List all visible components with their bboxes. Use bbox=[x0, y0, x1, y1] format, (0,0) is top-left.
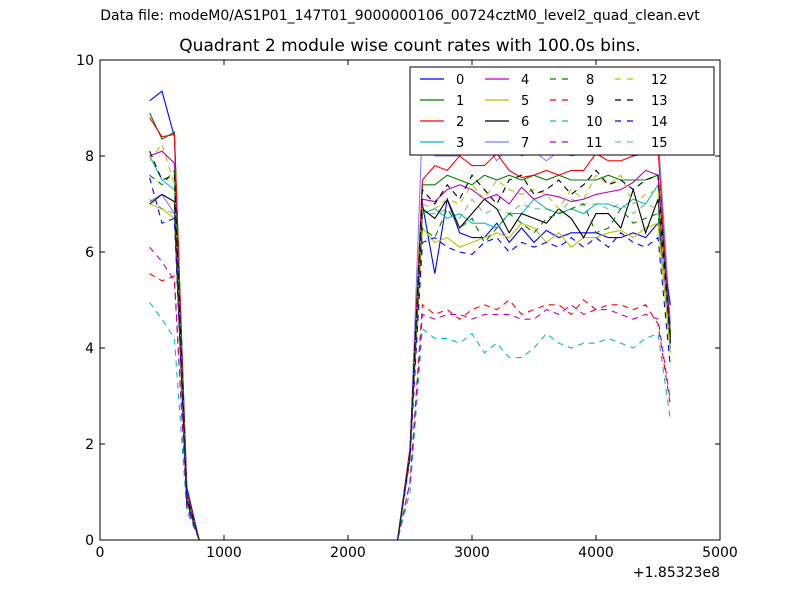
x-tick-label-3000: 3000 bbox=[454, 545, 490, 561]
y-tick-label-4: 4 bbox=[85, 341, 94, 357]
legend-label-9: 9 bbox=[586, 94, 594, 109]
y-tick-label-10: 10 bbox=[76, 53, 94, 69]
legend-label-4: 4 bbox=[521, 73, 529, 88]
y-tick-label-2: 2 bbox=[85, 437, 94, 453]
legend-label-13: 13 bbox=[651, 94, 668, 109]
legend-label-2: 2 bbox=[456, 115, 464, 130]
data-file-title: Data file: modeM0/AS1P01_147T01_90000001… bbox=[100, 8, 700, 24]
legend-label-15: 15 bbox=[651, 136, 668, 151]
chart-title: Quadrant 2 module wise count rates with … bbox=[179, 36, 641, 56]
legend-label-7: 7 bbox=[521, 136, 529, 151]
legend-label-11: 11 bbox=[586, 136, 603, 151]
series-line-11 bbox=[149, 246, 671, 541]
y-tick-label-0: 0 bbox=[85, 533, 94, 549]
series-line-9 bbox=[149, 273, 671, 541]
legend-box bbox=[409, 66, 715, 156]
series-line-8 bbox=[149, 168, 671, 541]
legend-label-8: 8 bbox=[586, 73, 594, 88]
x-tick-label-0: 0 bbox=[96, 545, 105, 561]
legend-label-1: 1 bbox=[456, 94, 464, 109]
y-tick-label-6: 6 bbox=[85, 245, 94, 261]
y-tick-label-8: 8 bbox=[85, 149, 94, 165]
series-line-10 bbox=[149, 302, 671, 541]
x-tick-label-2000: 2000 bbox=[330, 545, 366, 561]
legend-label-6: 6 bbox=[521, 115, 529, 130]
legend-label-12: 12 bbox=[651, 73, 668, 88]
legend-label-3: 3 bbox=[456, 136, 464, 151]
legend-label-10: 10 bbox=[586, 115, 603, 130]
x-tick-label-1000: 1000 bbox=[206, 545, 242, 561]
legend-label-5: 5 bbox=[521, 94, 529, 109]
series-line-1 bbox=[149, 112, 671, 541]
series-line-14 bbox=[149, 177, 671, 541]
x-offset-label: +1.85323e8 bbox=[633, 565, 720, 581]
x-tick-label-5000: 5000 bbox=[702, 545, 738, 561]
plot-frame bbox=[99, 59, 721, 541]
series-line-15 bbox=[149, 198, 671, 541]
legend-label-0: 0 bbox=[456, 73, 464, 88]
legend-label-14: 14 bbox=[651, 115, 668, 130]
x-tick-label-4000: 4000 bbox=[578, 545, 614, 561]
